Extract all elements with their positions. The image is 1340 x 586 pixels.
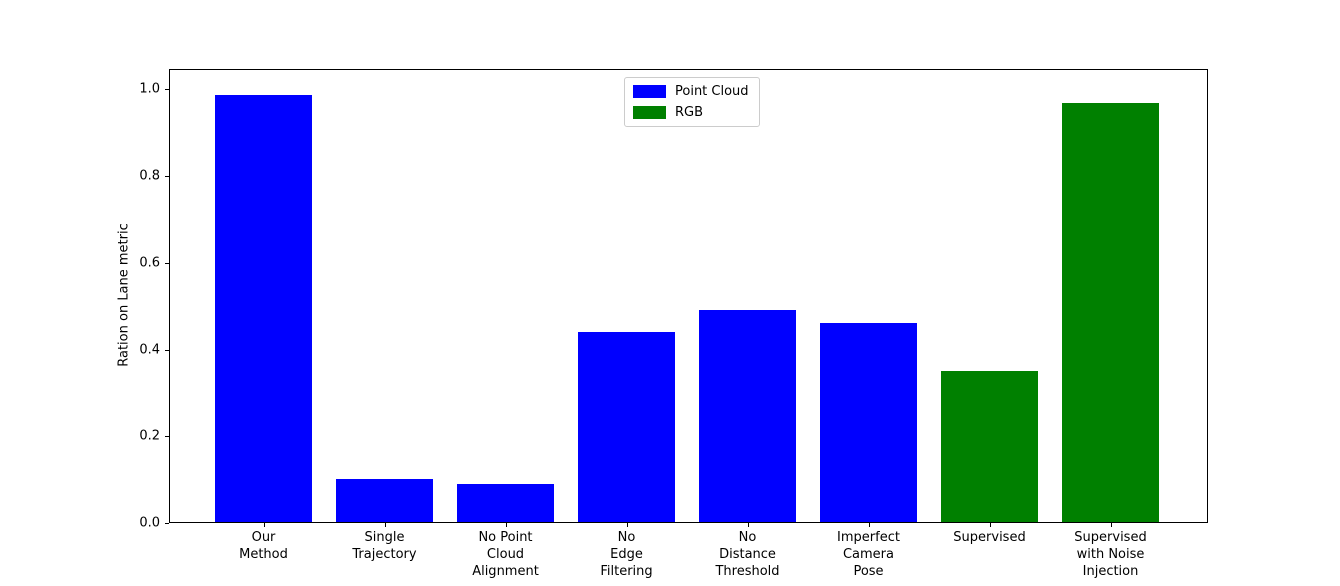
x-tick-label: Single Trajectory [352,530,417,562]
bar-no-point-cloud-alignment [457,484,554,522]
legend: Point Cloud RGB [624,77,760,127]
x-tick-label: Imperfect Camera Pose [837,530,900,579]
x-tick-label: No Distance Threshold [715,530,780,579]
bar-no-distance-threshold [699,310,796,522]
legend-swatch-point-cloud [633,85,666,98]
bar-our-method [215,94,312,522]
y-tick-mark [165,436,169,438]
x-tick-mark [747,523,749,527]
x-tick-label: Our Method [239,530,288,562]
y-tick-label: 0.0 [139,515,160,531]
legend-label: Point Cloud [675,84,749,99]
y-tick-mark [165,176,169,178]
x-tick-mark [1110,523,1112,527]
y-tick-mark [165,523,169,524]
legend-swatch-rgb [633,106,666,119]
bar-no-edge-filtering [578,332,675,522]
y-tick-mark [165,262,169,264]
x-tick-mark [263,523,265,527]
plot-area: Point Cloud RGB [169,69,1208,523]
bar-imperfect-camera-pose [820,323,917,522]
legend-entry-rgb: RGB [633,105,749,120]
x-tick-label: Supervised [953,530,1026,545]
y-tick-mark [165,349,169,351]
y-tick-label: 0.2 [139,428,160,444]
x-tick-mark [989,523,991,527]
y-tick-label: 0.6 [139,255,160,271]
x-tick-label: No Point Cloud Alignment [472,530,539,579]
legend-label: RGB [675,105,704,120]
bar-supervised-with-noise-injection [1062,103,1159,522]
legend-entry-point-cloud: Point Cloud [633,84,749,99]
x-tick-mark [505,523,507,527]
x-tick-mark [626,523,628,527]
x-tick-label: No Edge Filtering [600,530,653,579]
y-tick-label: 1.0 [139,81,160,97]
y-tick-mark [165,89,169,91]
y-tick-label: 0.4 [139,342,160,358]
x-tick-label: Supervised with Noise Injection [1074,530,1147,579]
x-tick-mark [868,523,870,527]
x-tick-mark [384,523,386,527]
bar-supervised [941,370,1038,522]
y-tick-label: 0.8 [139,168,160,184]
bar-single-trajectory [336,478,433,522]
